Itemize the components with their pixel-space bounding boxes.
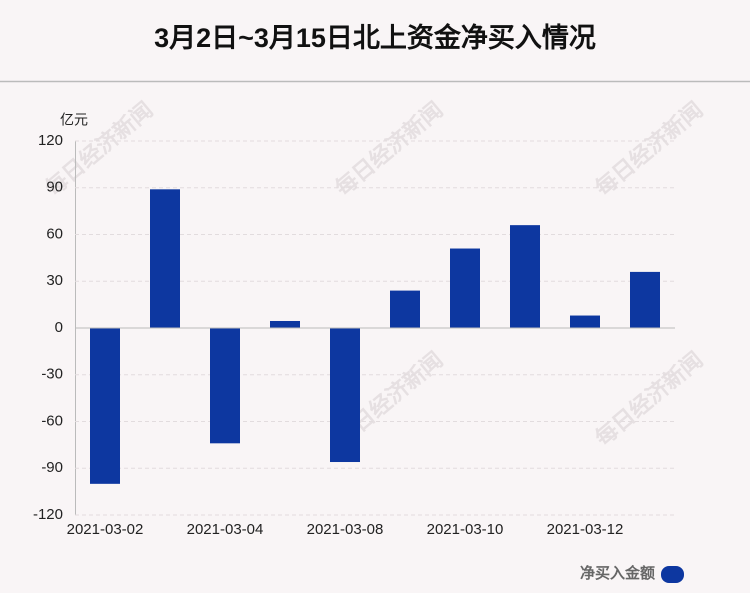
x-tick-label: 2021-03-12: [547, 521, 624, 538]
y-unit: 亿元: [60, 112, 88, 128]
y-tick-label: -30: [41, 366, 63, 383]
bar: [90, 328, 120, 484]
y-tick-label: 90: [46, 179, 63, 196]
bar: [330, 328, 360, 463]
bar: [630, 271, 660, 328]
legend-swatch: [661, 566, 684, 583]
x-tick-label: 2021-03-08: [307, 521, 384, 538]
x-tick-label: 2021-03-10: [427, 521, 504, 538]
y-tick-label: 30: [46, 272, 63, 289]
y-tick-label: 0: [55, 319, 63, 336]
y-tick-label: 60: [46, 225, 63, 242]
y-tick-label: -120: [33, 506, 63, 523]
bar: [510, 225, 540, 328]
y-tick-label: -90: [41, 459, 63, 476]
bar: [570, 315, 600, 328]
x-tick-label: 2021-03-04: [187, 521, 264, 538]
legend-label: 净买入金额: [580, 564, 655, 582]
y-tick-label: -60: [41, 412, 63, 429]
bar: [450, 248, 480, 328]
y-tick-label: 120: [38, 132, 63, 149]
bar: [210, 328, 240, 444]
x-tick-label: 2021-03-02: [67, 521, 144, 538]
bar: [390, 290, 420, 328]
chart-title: 3月2日~3月15日北上资金净买入情况: [154, 22, 596, 53]
bar: [270, 320, 300, 328]
bar: [150, 189, 180, 328]
